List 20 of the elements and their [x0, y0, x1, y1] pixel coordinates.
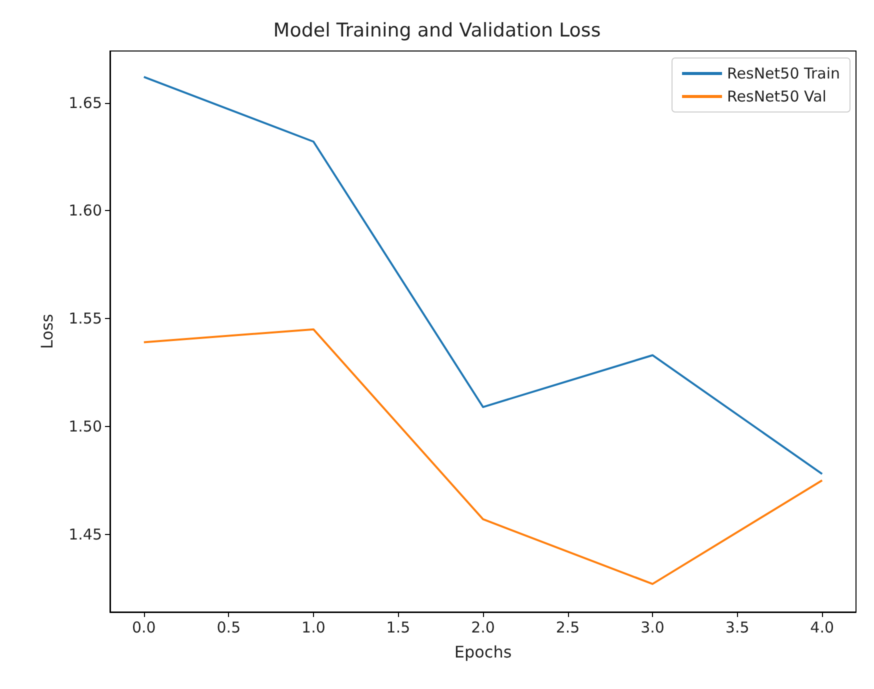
x-tick-label: 1.0 — [302, 618, 326, 636]
x-axis-title: Epochs — [454, 642, 512, 662]
legend-label: ResNet50 Train — [727, 64, 840, 82]
chart-title: Model Training and Validation Loss — [273, 20, 601, 42]
x-tick-label: 0.0 — [132, 618, 156, 636]
x-tick-label: 3.0 — [640, 618, 664, 636]
line-series — [142, 328, 824, 585]
x-tick-label: 1.5 — [386, 618, 410, 636]
x-tick-label: 2.0 — [471, 618, 495, 636]
y-tick-label: 1.45 — [68, 525, 102, 544]
x-tick-label: 4.0 — [810, 618, 834, 636]
legend-label: ResNet50 Val — [727, 88, 826, 106]
x-tick-label: 2.5 — [556, 618, 580, 636]
x-tick-label: 0.5 — [216, 618, 241, 636]
y-tick-label: 1.50 — [68, 417, 102, 436]
y-tick-label: 1.60 — [68, 202, 102, 220]
y-tick-label: 1.55 — [68, 310, 102, 328]
x-tick-label: 3.5 — [725, 618, 750, 636]
y-tick-label: 1.65 — [68, 94, 102, 112]
y-axis-title: Loss — [38, 314, 56, 350]
